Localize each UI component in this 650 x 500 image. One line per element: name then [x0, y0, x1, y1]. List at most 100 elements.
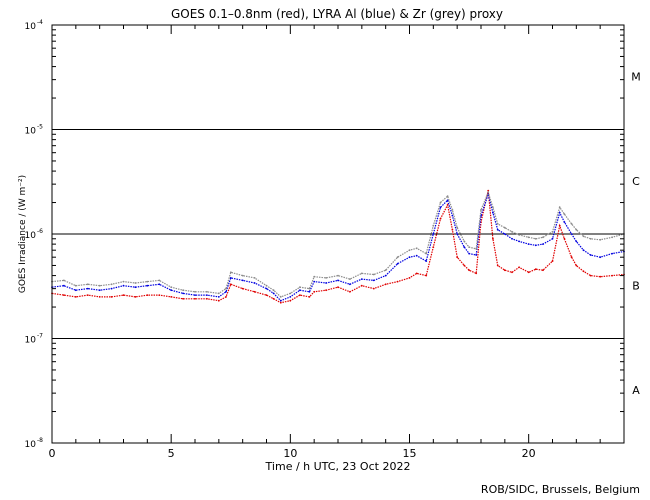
series-point-0-1 — [63, 294, 65, 296]
series-point-2-62 — [611, 236, 613, 239]
series-point-2-34 — [415, 247, 418, 250]
series-point-2-46 — [492, 206, 494, 209]
series-point-0-30 — [372, 287, 375, 290]
series-point-0-57 — [570, 256, 573, 259]
series-point-0-54 — [551, 260, 554, 262]
series-point-1-14 — [217, 296, 220, 298]
series-point-0-41 — [463, 264, 466, 267]
series-point-2-44 — [480, 209, 482, 211]
series-point-0-28 — [349, 290, 351, 293]
series-line-1 — [51, 192, 625, 302]
series-line-0 — [51, 190, 625, 304]
series-point-2-30 — [372, 273, 375, 276]
series-point-2-38 — [446, 195, 449, 198]
series-point-0-25 — [313, 290, 316, 293]
series-point-0-61 — [599, 275, 602, 278]
series-point-2-47 — [496, 223, 499, 225]
series-point-2-12 — [194, 290, 196, 293]
series-point-1-32 — [396, 262, 399, 265]
series-point-0-29 — [360, 284, 363, 287]
series-point-0-36 — [432, 246, 435, 249]
series-point-2-16 — [229, 271, 232, 274]
series-point-2-50 — [518, 234, 520, 236]
series-point-0-56 — [563, 237, 566, 240]
series-point-1-52 — [534, 244, 537, 247]
series-point-2-14 — [217, 292, 220, 295]
series-point-0-62 — [611, 274, 613, 277]
series-point-0-48 — [503, 269, 506, 272]
series-point-0-60 — [589, 274, 592, 277]
series-point-2-45 — [487, 191, 490, 194]
series-point-1-33 — [408, 256, 411, 259]
x-axis: 0 5 10 15 20 — [49, 25, 625, 460]
series-point-0-18 — [253, 290, 256, 293]
series-point-2-59 — [582, 235, 585, 238]
series-point-1-57 — [570, 233, 573, 235]
series-point-1-13 — [206, 294, 208, 296]
series-point-1-7 — [134, 286, 137, 289]
series-point-1-39 — [451, 214, 454, 217]
series-point-0-51 — [527, 271, 530, 274]
series-point-2-52 — [534, 237, 537, 240]
series-point-0-42 — [468, 269, 470, 272]
series-point-0-59 — [582, 270, 585, 273]
series-point-0-5 — [110, 296, 113, 298]
series-point-2-55 — [558, 206, 561, 209]
series-point-2-23 — [299, 286, 301, 289]
series-point-1-5 — [110, 287, 113, 290]
series-point-0-6 — [122, 294, 125, 296]
series-point-2-21 — [279, 296, 282, 298]
series-point-2-39 — [451, 209, 454, 211]
series-point-2-13 — [206, 290, 208, 293]
series-point-2-10 — [170, 286, 173, 289]
series-point-2-29 — [360, 272, 363, 275]
series-point-0-49 — [511, 271, 513, 274]
series-point-1-38 — [446, 199, 449, 202]
series-point-1-49 — [511, 237, 513, 240]
series-point-2-48 — [503, 226, 506, 229]
series-point-1-23 — [299, 289, 301, 292]
series-point-0-15 — [225, 296, 227, 298]
series-point-0-20 — [272, 297, 275, 300]
series-point-1-50 — [518, 240, 520, 243]
series-point-0-32 — [396, 280, 399, 283]
series-point-0-52 — [534, 268, 537, 271]
series-point-1-55 — [558, 211, 561, 214]
series-point-0-53 — [542, 269, 544, 272]
series-point-1-12 — [194, 294, 196, 296]
series-point-0-45 — [487, 189, 490, 192]
series-point-2-24 — [308, 287, 311, 290]
series-point-2-6 — [122, 280, 125, 283]
series-point-2-15 — [225, 287, 227, 290]
series-point-2-57 — [570, 223, 573, 225]
series-layer — [51, 189, 625, 304]
series-point-1-43 — [475, 254, 478, 256]
series-point-0-27 — [337, 286, 339, 289]
series-point-1-41 — [463, 246, 466, 249]
series-point-1-42 — [468, 252, 470, 255]
y-tick-label-3: 10 — [25, 127, 37, 137]
series-point-1-59 — [582, 249, 585, 252]
series-point-2-9 — [158, 279, 161, 282]
y-tick-label-0: 10 — [25, 440, 37, 450]
series-point-1-21 — [279, 299, 282, 302]
series-point-1-26 — [325, 282, 327, 284]
series-point-1-60 — [589, 254, 592, 256]
series-point-0-9 — [158, 294, 161, 296]
series-point-2-54 — [551, 230, 554, 233]
series-point-0-50 — [518, 266, 520, 269]
series-point-2-4 — [98, 284, 101, 287]
series-point-1-36 — [432, 233, 435, 235]
series-point-2-36 — [432, 224, 435, 227]
series-point-2-53 — [542, 236, 544, 239]
series-point-1-22 — [289, 296, 292, 298]
series-point-0-10 — [170, 296, 173, 298]
series-point-2-41 — [463, 240, 466, 243]
y-tick-label-4: 10 — [25, 22, 37, 32]
series-point-2-28 — [349, 278, 351, 280]
series-point-1-19 — [265, 287, 268, 290]
x-tick-label-2: 10 — [283, 447, 297, 460]
y-axis: 10-810-710-610-510-4 — [25, 19, 624, 450]
series-point-0-35 — [425, 274, 428, 277]
y-tick-exponent-3: -5 — [37, 124, 43, 131]
